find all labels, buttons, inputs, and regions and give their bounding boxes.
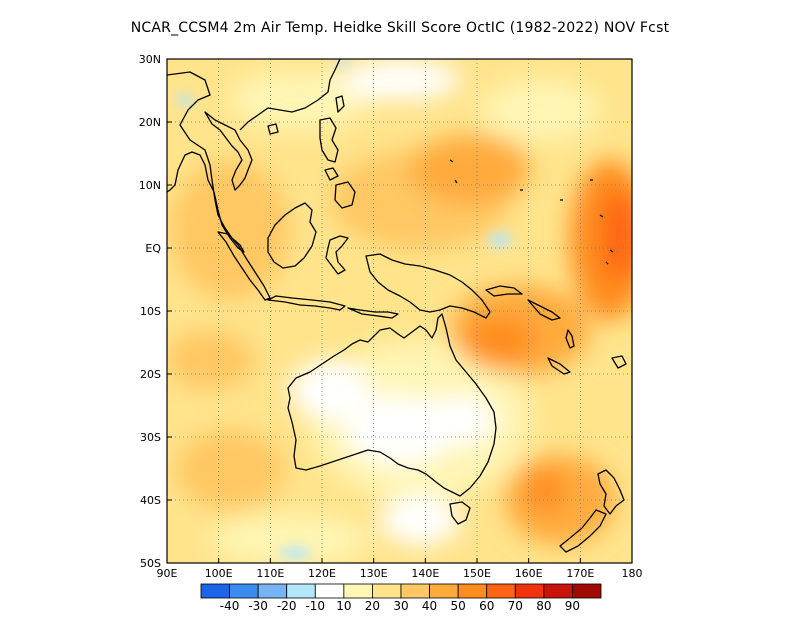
colorbar-label: -20	[277, 599, 297, 613]
colorbar-swatch	[514, 583, 545, 599]
colorbar-label: 80	[536, 599, 551, 613]
coastlines	[167, 59, 627, 553]
colorbar-label: 40	[422, 599, 437, 613]
x-tick-label: 110E	[256, 567, 284, 580]
coastline-lesser-sunda	[347, 307, 399, 319]
colorbar-label: -40	[220, 599, 240, 613]
coastline-australia	[287, 313, 497, 497]
coastline-asia-mainland	[167, 59, 341, 253]
colorbar-label: 70	[508, 599, 523, 613]
y-tick-label: EQ	[145, 242, 161, 255]
coastline-nz-south	[559, 509, 607, 553]
coastline-luzon	[319, 117, 339, 163]
colorbar-swatch	[229, 583, 259, 599]
coastline-sumatra	[217, 231, 271, 301]
colorbar-swatch	[314, 583, 345, 599]
colorbar-label: -30	[248, 599, 268, 613]
colorbar-label: -10	[305, 599, 325, 613]
y-tick-label: 30S	[140, 431, 161, 444]
map-title: NCAR_CCSM4 2m Air Temp. Heidke Skill Sco…	[130, 20, 670, 36]
colorbar-swatch	[429, 583, 459, 599]
x-tick-label: 170E	[566, 567, 594, 580]
x-tick-label: 130E	[360, 567, 388, 580]
x-tick-label: 150E	[463, 567, 491, 580]
coastline-micronesia	[449, 159, 614, 265]
y-tick-label: 50S	[140, 557, 161, 570]
x-tick-label: 90E	[157, 567, 178, 580]
colorbar-label: 30	[393, 599, 408, 613]
coastline-new-britain	[485, 285, 523, 297]
colorbar-swatch	[457, 583, 488, 599]
y-tick-label: 20S	[140, 368, 161, 381]
coastline-mindanao	[334, 181, 356, 209]
colorbar-swatch	[286, 583, 316, 599]
colorbar-label: 60	[479, 599, 494, 613]
x-tick-label: 160E	[515, 567, 543, 580]
x-tick-label: 120E	[308, 567, 336, 580]
x-tick-label: 180	[622, 567, 643, 580]
y-tick-label: 40S	[140, 494, 161, 507]
coastline-tasmania	[449, 501, 471, 525]
y-tick-label: 30N	[139, 53, 161, 66]
coastline-sulawesi	[325, 235, 349, 275]
colorbar-label: 10	[336, 599, 351, 613]
coastline-solomons	[527, 299, 561, 321]
colorbar-swatch	[372, 583, 402, 599]
colorbar-swatch	[400, 583, 430, 599]
y-tick-label: 10S	[140, 305, 161, 318]
coastline-hainan	[267, 123, 279, 135]
coastline-fiji	[611, 355, 627, 369]
coastline-borneo	[267, 202, 317, 269]
y-tick-label: 10N	[139, 179, 161, 192]
x-tick-label: 140E	[411, 567, 439, 580]
y-tick-label: 20N	[139, 116, 161, 129]
colorbar-label: 50	[451, 599, 466, 613]
colorbar-swatch	[486, 583, 516, 599]
colorbar-swatch	[572, 583, 602, 599]
colorbar-swatch	[200, 583, 230, 599]
colorbar-swatch	[343, 583, 373, 599]
coastline-vanuatu	[565, 329, 575, 349]
coastline-taiwan	[335, 95, 345, 113]
colorbar-swatch	[543, 583, 573, 599]
colorbar-label: 90	[565, 599, 580, 613]
coastline-new-guinea	[365, 253, 491, 319]
coastline-new-caledonia	[547, 357, 571, 375]
x-tick-label: 100E	[205, 567, 233, 580]
colorbar-swatch	[257, 583, 288, 599]
coastline-nz-north	[597, 469, 625, 515]
coastline-visayas	[324, 167, 339, 181]
colorbar: -40 -30 -20 -10 10 20 30 40 50 60 70 80 90	[200, 583, 602, 613]
axis-ticks: 90E 100E 110E 120E 130E 140E 150E 160E 170E 180 30…	[139, 53, 643, 580]
colorbar-label: 20	[365, 599, 380, 613]
coastline-java	[267, 295, 346, 311]
